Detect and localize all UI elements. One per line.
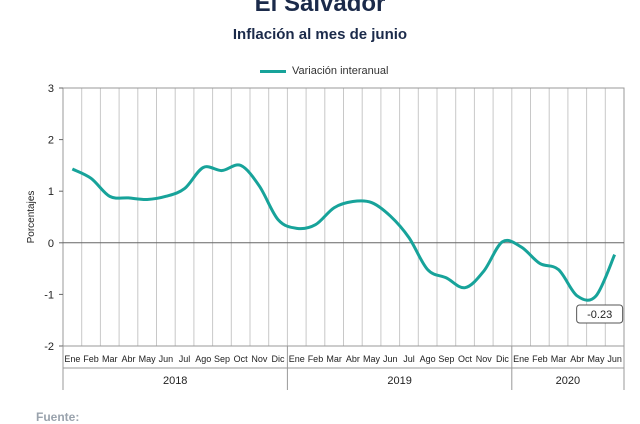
data-point [388, 214, 392, 218]
x-tick-label: Dic [272, 354, 285, 364]
data-point [332, 206, 336, 210]
x-tick-label: Feb [532, 354, 548, 364]
data-point [557, 268, 561, 272]
x-tick-label: May [139, 354, 157, 364]
source-footer: Fuente: [36, 410, 80, 424]
x-tick-label: Mar [551, 354, 567, 364]
data-point [201, 165, 205, 169]
data-point [351, 200, 355, 204]
data-point [126, 196, 130, 200]
data-point [482, 269, 486, 273]
x-tick-label: Nov [476, 354, 493, 364]
data-point [108, 194, 112, 198]
x-tick-label: Mar [102, 354, 118, 364]
x-tick-label: Ago [195, 354, 211, 364]
data-point [239, 163, 243, 167]
data-point [594, 294, 598, 298]
x-tick-label: Jul [179, 354, 191, 364]
x-tick-label: Feb [308, 354, 324, 364]
x-tick-label: Nov [251, 354, 268, 364]
x-tick-label: Mar [326, 354, 342, 364]
legend-swatch [260, 69, 286, 73]
y-tick-label: 3 [48, 83, 54, 95]
data-point [613, 253, 617, 257]
data-point [426, 268, 430, 272]
data-point [164, 194, 168, 198]
x-tick-label: Sep [438, 354, 454, 364]
data-point [500, 240, 504, 244]
data-point [295, 226, 299, 230]
x-tick-label: Ene [64, 354, 80, 364]
x-tick-label: Dic [496, 354, 509, 364]
x-tick-label: May [587, 354, 605, 364]
legend: Variación interanual [260, 64, 388, 78]
y-tick-label: 1 [48, 186, 54, 198]
data-point [220, 169, 224, 173]
data-point [313, 223, 317, 227]
data-point [407, 236, 411, 240]
callout-label: -0.23 [587, 309, 612, 321]
legend-label: Variación interanual [292, 65, 389, 77]
y-tick-label: 2 [48, 135, 54, 147]
data-point [538, 261, 542, 265]
x-tick-label: Abr [346, 354, 360, 364]
data-point [257, 184, 261, 188]
x-tick-label: Abr [121, 354, 135, 364]
data-point [370, 201, 374, 205]
x-tick-label: Jun [383, 354, 398, 364]
y-tick-label: -2 [44, 341, 54, 353]
chart-title: El Salvador [254, 0, 386, 17]
data-point [519, 245, 523, 249]
series-line [71, 163, 617, 302]
callout-box [576, 304, 624, 324]
y-tick-label: -1 [44, 289, 54, 301]
x-tick-label: Abr [570, 354, 584, 364]
x-tick-label: Oct [234, 354, 249, 364]
data-point [276, 218, 280, 222]
x-tick-label: Ene [289, 354, 305, 364]
x-tick-label: Ago [420, 354, 436, 364]
data-point [70, 167, 74, 171]
data-point [463, 286, 467, 290]
y-axis-label: Porcentajes [26, 191, 37, 244]
data-point [444, 276, 448, 280]
y-tick-label: 0 [48, 238, 54, 250]
x-tick-label: Oct [458, 354, 473, 364]
x-tick-label: Jul [403, 354, 415, 364]
x-tick-label: Jun [607, 354, 622, 364]
chart-subtitle: Inflación al mes de junio [232, 26, 408, 43]
year-label: 2019 [387, 375, 411, 387]
plot-area [62, 87, 625, 347]
data-point [183, 187, 187, 191]
x-tick-label: Ene [513, 354, 529, 364]
x-tick-label: Feb [83, 354, 99, 364]
data-point [575, 294, 579, 298]
year-label: 2020 [556, 375, 580, 387]
x-tick-label: Sep [214, 354, 230, 364]
x-tick-label: May [363, 354, 381, 364]
year-label: 2018 [163, 375, 187, 387]
data-point [89, 176, 93, 180]
x-tick-label: Jun [159, 354, 174, 364]
data-point [145, 197, 149, 201]
